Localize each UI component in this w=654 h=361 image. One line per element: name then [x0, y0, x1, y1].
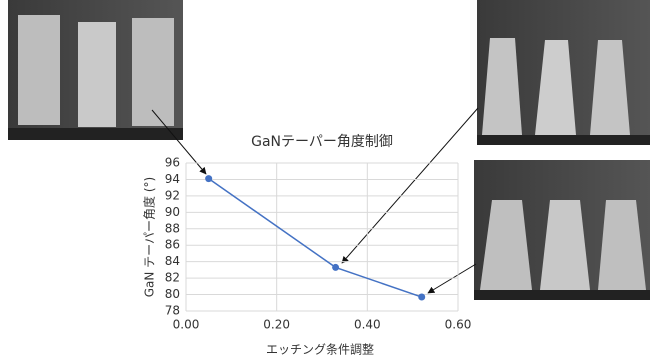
y-tick-label: 90 — [165, 205, 180, 219]
sem-image-top-left — [8, 0, 183, 140]
y-tick-label: 86 — [165, 238, 180, 252]
y-tick-label: 88 — [165, 221, 180, 235]
page: GaNテーパー角度制御 エッチング条件調整 GaN テーパー角度 (°) 78 8… — [0, 0, 654, 361]
x-tick-label: 0.20 — [263, 318, 290, 332]
data-point — [332, 264, 339, 271]
y-axis-label: GaN テーパー角度 (°) — [142, 177, 157, 298]
y-tick-label: 82 — [165, 271, 180, 285]
x-axis-label: エッチング条件調整 — [266, 342, 374, 357]
data-point — [205, 175, 212, 182]
x-tick-label: 0.00 — [173, 318, 200, 332]
chart-title: GaNテーパー角度制御 — [251, 134, 393, 150]
sem-image-top-right — [477, 0, 650, 145]
sem-image-right — [474, 160, 650, 300]
y-tick-label: 96 — [165, 156, 180, 170]
y-tick-label: 92 — [165, 188, 180, 202]
x-tick-label: 0.60 — [445, 318, 472, 332]
y-tick-label: 78 — [165, 304, 180, 318]
y-tick-label: 80 — [165, 287, 180, 301]
y-tick-label: 94 — [165, 172, 180, 186]
data-point — [418, 294, 425, 301]
x-tick-label: 0.40 — [354, 318, 381, 332]
y-tick-label: 84 — [165, 254, 180, 268]
